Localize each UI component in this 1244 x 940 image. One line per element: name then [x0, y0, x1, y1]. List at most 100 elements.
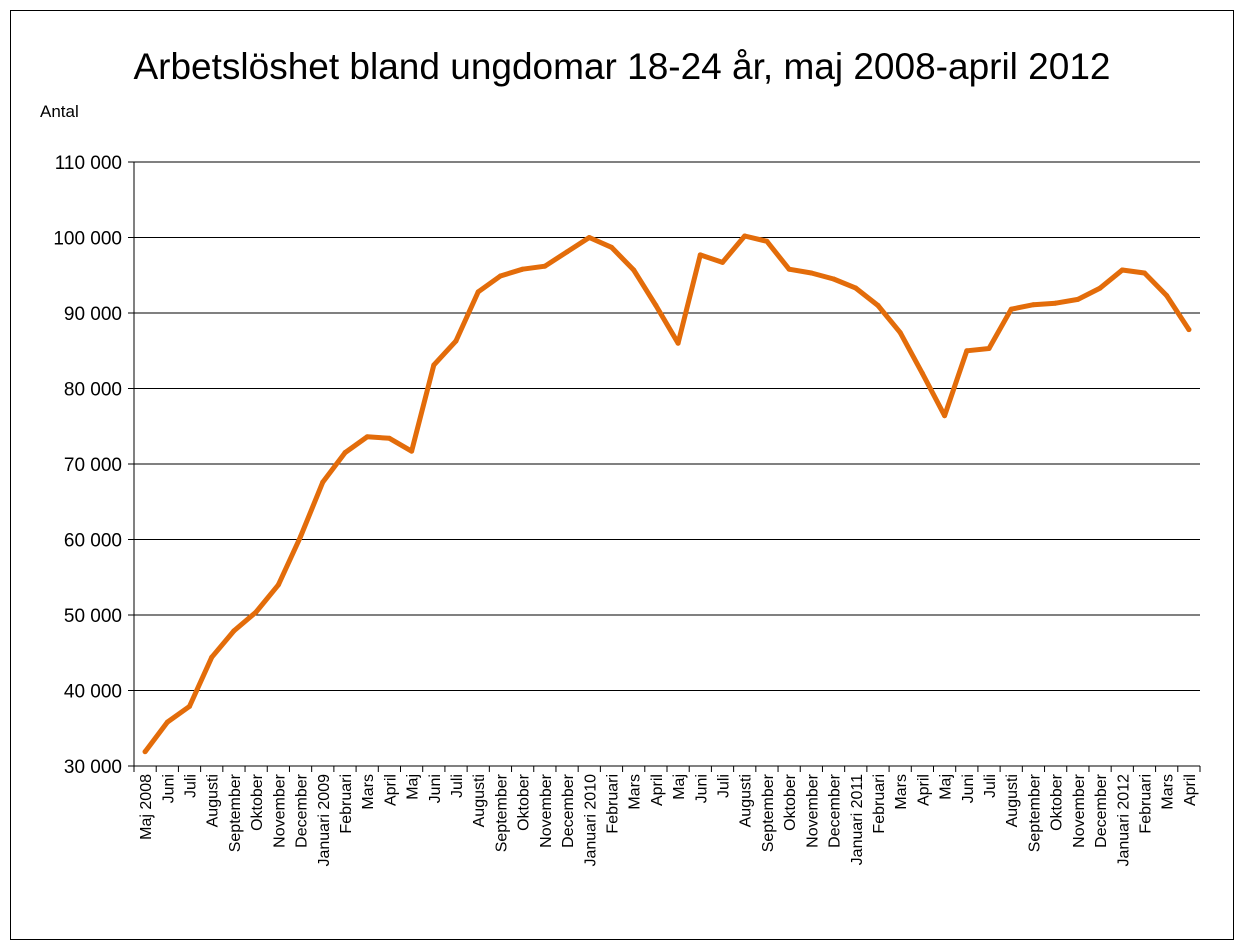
x-tick-label: November: [1071, 773, 1088, 847]
x-tick-label: Maj 2008: [138, 774, 155, 840]
data-point: [875, 302, 881, 308]
x-tick-label: December: [294, 773, 311, 847]
x-tick-label: Februari: [604, 774, 621, 834]
x-tick-label: September: [1026, 773, 1043, 852]
x-tick-label: April: [382, 774, 399, 806]
y-tick-label: 50 000: [64, 606, 122, 627]
data-point: [409, 448, 415, 454]
x-tick-label: Juli: [982, 774, 999, 798]
x-tick-label: Januari 2009: [316, 774, 333, 867]
data-point: [653, 302, 659, 308]
x-tick-label: Juni: [160, 774, 177, 803]
series-line: [142, 233, 1192, 755]
y-tick-label: 90 000: [64, 304, 122, 325]
y-tick-label: 80 000: [64, 380, 122, 401]
data-point: [764, 238, 770, 244]
data-point: [586, 235, 592, 240]
x-tick-label: Oktober: [249, 773, 266, 831]
data-point: [831, 276, 837, 282]
y-tick-label: 70 000: [64, 455, 122, 476]
data-point: [453, 338, 459, 344]
data-point: [386, 435, 392, 441]
x-tick-label: September: [227, 773, 244, 852]
data-point: [209, 654, 215, 660]
data-point: [942, 413, 948, 419]
x-tick-label: April: [649, 774, 666, 806]
data-point: [253, 609, 259, 615]
x-tick-label: November: [271, 773, 288, 847]
data-point: [1119, 267, 1125, 273]
x-tick-label: Juli: [449, 774, 466, 798]
x-tick-label: December: [1093, 773, 1110, 847]
data-point: [564, 249, 570, 255]
x-tick-label: Mars: [627, 774, 644, 810]
x-tick-label: Augusti: [471, 774, 488, 827]
x-tick-label: Augusti: [738, 774, 755, 827]
data-point: [608, 244, 614, 250]
data-point: [187, 703, 193, 709]
x-tick-label: Maj: [405, 774, 422, 800]
data-point: [1030, 302, 1036, 308]
data-point: [675, 340, 681, 346]
data-point: [231, 628, 237, 634]
data-point: [964, 348, 970, 354]
y-axis-label: Antal: [40, 102, 79, 121]
x-tick-label: Juli: [716, 774, 733, 798]
x-tick-label: Mars: [893, 774, 910, 810]
data-point: [853, 285, 859, 291]
data-point: [808, 270, 814, 276]
x-tick-label: Juni: [693, 774, 710, 803]
data-point: [164, 719, 170, 725]
data-point: [542, 263, 548, 269]
y-tick-label: 110 000: [55, 153, 122, 174]
x-tick-label: Juni: [960, 774, 977, 803]
x-tick-label: Oktober: [516, 773, 533, 831]
data-point: [697, 252, 703, 258]
data-point: [1053, 300, 1059, 306]
x-tick-label: December: [827, 773, 844, 847]
data-point: [1164, 293, 1170, 299]
y-tick-label: 40 000: [64, 682, 122, 703]
x-tick-label: Juni: [427, 774, 444, 803]
data-point: [631, 267, 637, 273]
data-point: [275, 582, 281, 588]
x-tick-label: Januari 2012: [1115, 774, 1132, 867]
data-point: [431, 362, 437, 368]
x-tick-label: Mars: [360, 774, 377, 810]
data-point: [520, 266, 526, 272]
x-tick-label: April: [915, 774, 932, 806]
series-layer: [142, 233, 1192, 755]
x-tick-label: Januari 2011: [849, 774, 866, 865]
data-point: [298, 533, 304, 539]
x-tick-label: Maj: [938, 774, 955, 800]
data-point: [720, 259, 726, 265]
data-point: [364, 434, 370, 440]
x-tick-label: September: [760, 773, 777, 852]
data-point: [1075, 296, 1081, 302]
x-tick-label: December: [560, 773, 577, 847]
x-tick-label: Januari 2010: [582, 774, 599, 867]
y-tick-label: 100 000: [53, 229, 122, 250]
x-tick-label: Februari: [338, 774, 355, 834]
y-tick-label: 30 000: [64, 757, 122, 778]
x-tick-label: Februari: [1137, 774, 1154, 834]
x-tick-label: Augusti: [1004, 774, 1021, 827]
x-tick-label: September: [493, 773, 510, 852]
data-point: [897, 330, 903, 336]
data-point: [342, 450, 348, 456]
chart-title: Arbetslöshet bland ungdomar 18-24 år, ma…: [133, 46, 1111, 87]
x-tick-label: Maj: [671, 774, 688, 800]
x-tick-label: Mars: [1160, 774, 1177, 810]
x-tick-label: November: [538, 773, 555, 847]
data-point: [1141, 270, 1147, 276]
x-tick-label: Februari: [871, 774, 888, 834]
x-tick-label: Augusti: [205, 774, 222, 827]
x-tick-label: Oktober: [1049, 773, 1066, 831]
x-tick-label: Oktober: [782, 773, 799, 831]
data-point: [142, 749, 148, 755]
gridlines: [134, 161, 1200, 691]
data-point: [1186, 327, 1192, 333]
data-point: [320, 479, 326, 485]
x-tick-label: Juli: [183, 774, 200, 798]
